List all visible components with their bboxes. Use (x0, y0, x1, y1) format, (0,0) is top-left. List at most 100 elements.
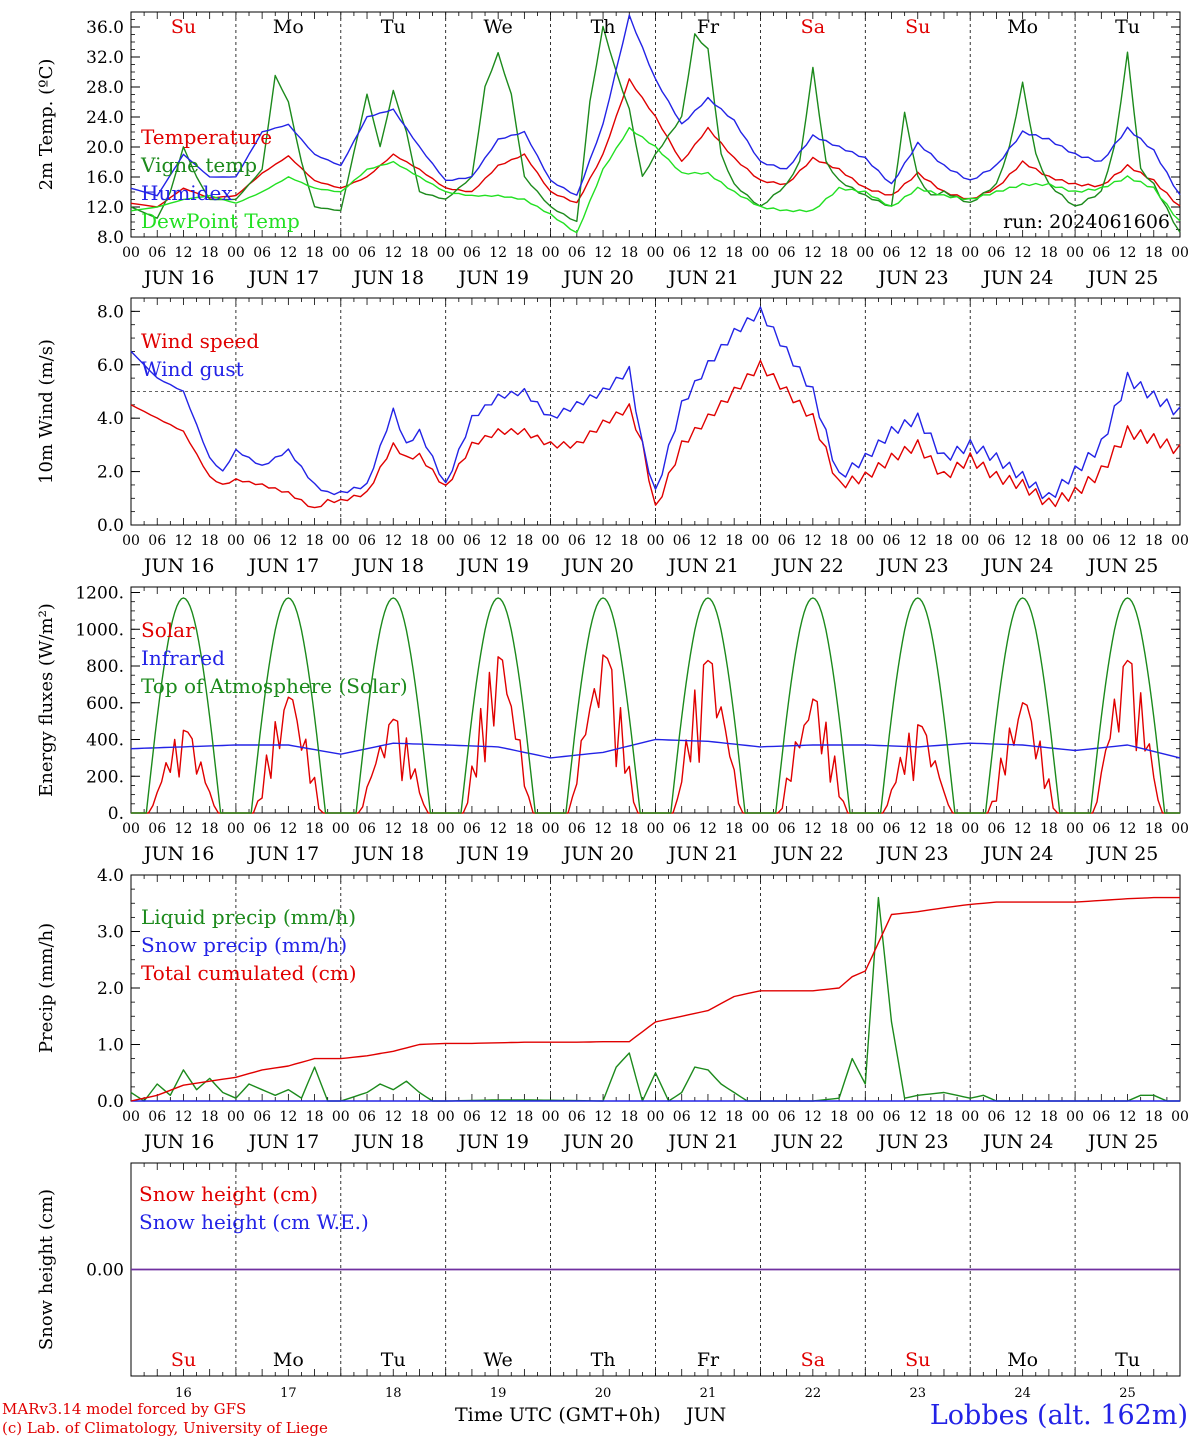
hour-tick-label: 12 (175, 245, 193, 261)
day-number: 24 (1014, 1386, 1031, 1401)
wind-gust-line (130, 306, 1181, 500)
hour-tick-label: 00 (227, 821, 245, 837)
date-label: JUN 19 (457, 267, 529, 289)
hour-tick-label: 06 (148, 821, 166, 837)
hour-tick-label: 12 (1014, 533, 1032, 549)
y-tick-label: 20.0 (86, 138, 124, 158)
x-axis-title: Time UTC (GMT+0h) (455, 1404, 661, 1426)
hour-tick-label: 12 (1014, 245, 1032, 261)
vigne-temp-line (130, 25, 1181, 233)
dewpoint-temp-line (130, 126, 1181, 234)
date-label: JUN 16 (142, 843, 214, 865)
hour-tick-label: 12 (489, 245, 507, 261)
date-label: JUN 21 (666, 1131, 738, 1153)
hour-tick-label: 12 (489, 1109, 507, 1125)
y-tick-label: 0.00 (86, 1261, 124, 1281)
hour-tick-label: 12 (699, 1109, 717, 1125)
infrared-line (130, 738, 1181, 759)
hour-tick-label: 18 (1145, 1109, 1163, 1125)
legend-snow-precip-mm-h: Snow precip (mm/h) (141, 933, 347, 957)
day-number: 21 (700, 1386, 717, 1401)
hour-tick-label: 12 (384, 821, 402, 837)
hour-tick-label: 12 (804, 1109, 822, 1125)
date-label: JUN 22 (771, 267, 843, 289)
y-tick-label: 0. (108, 804, 124, 824)
date-label: JUN 22 (771, 843, 843, 865)
hour-tick-label: 00 (227, 533, 245, 549)
hour-tick-label: 06 (463, 533, 481, 549)
date-label: JUN 16 (142, 1131, 214, 1153)
day-name-top: Sa (801, 16, 825, 38)
hour-tick-label: 00 (227, 1109, 245, 1125)
date-label: JUN 25 (1086, 555, 1158, 577)
hour-tick-label: 06 (673, 1109, 691, 1125)
date-label: JUN 21 (666, 843, 738, 865)
hour-tick-label: 00 (122, 245, 140, 261)
hour-tick-label: 00 (542, 821, 560, 837)
hour-tick-label: 18 (411, 1109, 429, 1125)
hour-tick-label: 18 (201, 1109, 219, 1125)
hour-tick-label: 12 (175, 1109, 193, 1125)
y-tick-label: 4.0 (97, 409, 124, 429)
hour-tick-label: 00 (122, 821, 140, 837)
date-label: JUN 18 (352, 843, 424, 865)
hour-tick-label: 00 (227, 245, 245, 261)
hour-tick-label: 06 (148, 533, 166, 549)
date-label: JUN 24 (981, 267, 1053, 289)
hour-tick-label: 12 (489, 821, 507, 837)
y-tick-label: 6.0 (97, 356, 124, 376)
day-number: 23 (909, 1386, 926, 1401)
hour-tick-label: 18 (411, 821, 429, 837)
hour-tick-label: 12 (699, 821, 717, 837)
lab-credit: (c) Lab. of Climatology, University of L… (2, 1419, 328, 1437)
date-label: JUN 16 (142, 555, 214, 577)
hour-tick-label: 06 (1092, 533, 1110, 549)
hour-tick-label: 06 (148, 1109, 166, 1125)
day-number: 22 (805, 1386, 822, 1401)
hour-tick-label: 00 (961, 821, 979, 837)
energy-y-axis-label: Energy fluxes (W/m²) (36, 603, 57, 797)
legend-snow-height-cm: Snow height (cm) (139, 1182, 318, 1206)
run-label: run: 2024061606 (1003, 211, 1170, 233)
date-label: JUN 22 (771, 1131, 843, 1153)
y-tick-label: 200. (86, 767, 124, 787)
y-tick-label: 28.0 (86, 78, 124, 98)
date-label: JUN 19 (457, 1131, 529, 1153)
y-tick-label: 16.0 (86, 168, 124, 188)
station-label: Lobbes (alt. 162m) (929, 1400, 1188, 1431)
hour-tick-label: 06 (1092, 245, 1110, 261)
legend-dewpoint-temp: DewPoint Temp (141, 209, 300, 233)
hour-tick-label: 00 (856, 245, 874, 261)
day-number: 18 (385, 1386, 402, 1401)
legend-wind-gust: Wind gust (141, 357, 244, 381)
y-tick-label: 24.0 (86, 108, 124, 128)
hour-tick-label: 00 (332, 533, 350, 549)
hour-tick-label: 06 (883, 821, 901, 837)
hour-tick-label: 00 (751, 821, 769, 837)
hour-tick-label: 18 (935, 1109, 953, 1125)
hour-tick-label: 06 (568, 821, 586, 837)
legend-humidex: Humidex (141, 181, 233, 205)
hour-tick-label: 18 (725, 821, 743, 837)
day-name-top: Fr (697, 16, 720, 38)
temperature-line (130, 78, 1181, 208)
model-credit: MARv3.14 model forced by GFS (2, 1400, 247, 1418)
day-number: 19 (490, 1386, 507, 1401)
hour-tick-label: 12 (804, 245, 822, 261)
hour-tick-label: 18 (830, 1109, 848, 1125)
date-label: JUN 19 (457, 843, 529, 865)
hour-tick-label: 18 (620, 1109, 638, 1125)
legend-snow-height-cm-w-e: Snow height (cm W.E.) (139, 1210, 369, 1234)
hour-tick-label: 18 (1145, 533, 1163, 549)
hour-tick-label: 12 (1119, 821, 1137, 837)
hour-tick-label: 00 (122, 1109, 140, 1125)
hour-tick-label: 00 (647, 1109, 665, 1125)
y-tick-label: 2.0 (97, 979, 124, 999)
y-tick-label: 2.0 (97, 463, 124, 483)
day-name-top: Th (591, 16, 616, 38)
hour-tick-label: 06 (1092, 821, 1110, 837)
hour-tick-label: 18 (306, 533, 324, 549)
date-label: JUN 17 (247, 1131, 319, 1153)
day-name-bottom: Mo (1007, 1349, 1038, 1371)
hour-tick-label: 18 (620, 533, 638, 549)
